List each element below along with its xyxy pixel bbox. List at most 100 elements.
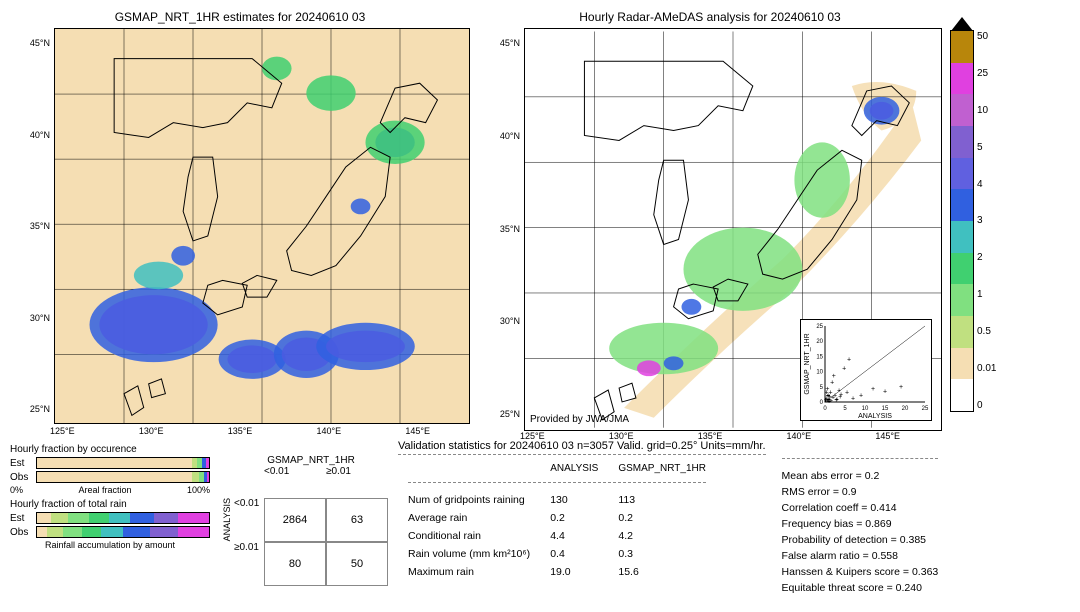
svg-text:0: 0 [823, 406, 827, 412]
ct-row-title: ANALYSIS [220, 498, 234, 541]
stats-cell: 130 [540, 491, 608, 509]
stat-line: Correlation coeff = 0.414 [782, 500, 939, 516]
stats-table: ANALYSISGSMAP_NRT_1HR Num of gridpoints r… [398, 460, 716, 581]
axis-tick: 40°N [14, 130, 50, 140]
stats-panel: Validation statistics for 20240610 03 n=… [398, 440, 1040, 600]
ct-cell: ≥0.01 [326, 466, 388, 482]
svg-text:+: + [830, 380, 834, 387]
fraction-bar [36, 512, 210, 524]
svg-text:25: 25 [816, 324, 823, 330]
fraction-bar-seg [206, 458, 209, 468]
ct-cell [326, 482, 388, 498]
ct-cell [234, 482, 264, 498]
ct-cell: 2864 [264, 498, 326, 542]
scatter-inset: 00551010151520202525ANALYSISGSMAP_NRT_1H… [800, 319, 932, 421]
fraction-bar-label: Obs [10, 472, 36, 483]
stat-line: False alarm ratio = 0.558 [782, 548, 939, 564]
fraction-bar-seg [150, 527, 178, 537]
colorbar-label: 10 [977, 105, 996, 116]
ct-cell: 80 [264, 542, 326, 586]
svg-text:25: 25 [922, 406, 929, 412]
svg-text:15: 15 [882, 406, 889, 412]
fraction-bar-seg [63, 527, 82, 537]
fraction-bar-seg [37, 513, 51, 523]
colorbar-segment [951, 221, 973, 253]
colorbar-label: 5 [977, 142, 996, 153]
stats-col-header: ANALYSIS [540, 460, 608, 477]
axis-tick: 25°N [484, 409, 520, 419]
axis-tick: 130°E [139, 426, 164, 436]
fraction-bar [36, 471, 210, 483]
stats-cell: Rain volume (mm km²10⁶) [398, 545, 540, 563]
fraction-bar-label: Est [10, 458, 36, 469]
fraction-bar-seg [130, 513, 154, 523]
stats-cell: 113 [608, 491, 716, 509]
fraction-bar-row: Est [10, 457, 210, 469]
colorbar-label: 50 [977, 31, 996, 42]
colorbar-label: 2 [977, 252, 996, 263]
scatter-svg: 00551010151520202525ANALYSISGSMAP_NRT_1H… [801, 320, 931, 420]
svg-text:GSMAP_NRT_1HR: GSMAP_NRT_1HR [804, 334, 811, 395]
left-map-title: GSMAP_NRT_1HR estimates for 20240610 03 [10, 10, 470, 24]
fraction-bar-row: Obs [10, 471, 210, 483]
stats-cell: Num of gridpoints raining [398, 491, 540, 509]
axis-tick: 45°N [484, 38, 520, 48]
svg-text:5: 5 [820, 385, 824, 391]
axis-tick: 140°E [317, 426, 342, 436]
ct-cell: 63 [326, 498, 388, 542]
axis-tick: 45°N [14, 38, 50, 48]
stat-line: Hanssen & Kuipers score = 0.363 [782, 564, 939, 580]
axis-tick: 125°E [50, 426, 75, 436]
bottom-row: Hourly fraction by occurence EstObs 0% A… [10, 440, 1040, 600]
fraction-bar-label: Est [10, 513, 36, 524]
svg-text:+: + [847, 357, 851, 364]
colorbar-segment [951, 189, 973, 221]
fraction-bar [36, 526, 210, 538]
occ-xright: 100% [187, 485, 210, 495]
stats-col-header: GSMAP_NRT_1HR [608, 460, 716, 477]
svg-text:10: 10 [816, 370, 823, 376]
fraction-bar-seg [37, 527, 47, 537]
svg-text:+: + [871, 386, 875, 393]
svg-text:+: + [826, 393, 830, 400]
colorbar-arrow-icon [951, 17, 973, 31]
svg-text:+: + [838, 394, 842, 401]
colorbar-segment [951, 284, 973, 316]
colorbar-labels: 502510543210.50.010 [977, 31, 996, 411]
colorbar-label: 1 [977, 289, 996, 300]
stats-cell: 0.2 [608, 509, 716, 527]
fraction-bar-seg [68, 513, 89, 523]
svg-text:20: 20 [816, 339, 823, 345]
svg-text:+: + [883, 389, 887, 396]
axis-tick: 35°N [484, 224, 520, 234]
colorbar-label: 0.5 [977, 326, 996, 337]
colorbar-label: 0 [977, 400, 996, 411]
axis-tick: 135°E [228, 426, 253, 436]
left-map-svg [54, 28, 470, 424]
axis-tick: 25°N [14, 404, 50, 414]
ct-cell: <0.01 [234, 498, 264, 542]
axis-tick: 30°N [484, 316, 520, 326]
fraction-bar-seg [178, 527, 209, 537]
svg-text:+: + [832, 373, 836, 380]
right-map-panel: Hourly Radar-AMeDAS analysis for 2024061… [480, 10, 940, 430]
ct-grid: <0.01≥0.01<0.01286463≥0.018050 [234, 466, 388, 586]
fraction-bar [36, 457, 210, 469]
tot-caption: Rainfall accumulation by amount [10, 540, 210, 550]
fraction-bar-row: Est [10, 512, 210, 524]
stats-cell: 0.2 [540, 509, 608, 527]
stats-header: Validation statistics for 20240610 03 n=… [398, 440, 766, 452]
right-map-title: Hourly Radar-AMeDAS analysis for 2024061… [480, 10, 940, 24]
stats-cell: 4.2 [608, 527, 716, 545]
fraction-bar-label: Obs [10, 527, 36, 538]
fraction-bar-seg [192, 472, 199, 482]
left-x-axis: 125°E130°E135°E140°E145°E [10, 424, 470, 436]
fraction-bar-seg [51, 513, 68, 523]
credit-label: Provided by JWA/JMA [530, 414, 629, 425]
stats-cell: Average rain [398, 509, 540, 527]
fraction-bar-seg [37, 458, 192, 468]
occ-xleft: 0% [10, 485, 23, 495]
svg-text:10: 10 [862, 406, 869, 412]
ct-col-title: GSMAP_NRT_1HR [234, 455, 388, 466]
svg-text:15: 15 [816, 355, 823, 361]
